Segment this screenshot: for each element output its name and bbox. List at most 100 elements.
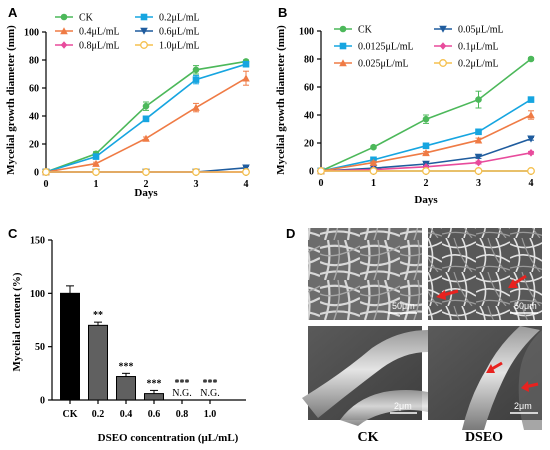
data-point [527,96,535,103]
data-point [475,158,482,167]
x-tick-label: 0.8 [176,409,189,420]
y-tick-label: 150 [30,236,45,247]
y-tick-label: 20 [304,139,314,150]
data-point [92,168,100,176]
significance-marker: *** [119,361,134,372]
y-tick-label: 40 [29,112,39,123]
series-line-0-4-l-ml [45,77,247,173]
scale-bar-label: 50μm [514,301,537,311]
data-point [42,168,50,176]
legend-marker [140,27,148,35]
bar-0-6 [144,393,164,401]
series-ck [317,55,535,175]
legend-marker [60,27,68,35]
panel-b-x-axis-title: Days [414,194,438,206]
data-point [422,142,430,150]
data-point [475,128,482,136]
value-note: N.G. [172,388,191,399]
x-tick-label: 0 [44,179,49,190]
data-point [192,66,200,74]
data-point [474,136,483,144]
panel-a-line-chart: A Mycelial growth diameter (mm) Days 020… [5,5,250,199]
data-point [242,74,250,82]
legend-label: 0.0125μL/mL [358,42,414,53]
legend-entry-0-6-l-ml: 0.6μL/mL [135,27,200,38]
sem-image-ck-low-mag: 50μm [308,228,422,320]
sem-label-ck: CK [358,430,379,445]
data-point [527,55,535,63]
legend-entry-ck: CK [55,13,94,24]
x-tick-label: 0 [319,178,324,189]
legend-label: 0.6μL/mL [159,27,200,38]
panel-c-y-axis-title: Mycelial content (%) [11,272,23,371]
legend-a: CK 0.2μL/mL 0.4μL/mL 0.6μL/mL 0.8μL/mL 1.0μL/… [55,13,200,52]
data-point [92,159,100,167]
series-line-0-0125-l-ml [320,98,532,172]
x-tick-label: 2 [144,179,149,190]
significance-marker: *** [147,378,162,389]
sem-image-dseo-high-mag: 2μm [428,326,542,430]
y-tick-label: 0 [309,167,314,178]
legend-label: 1.0μL/mL [159,41,200,52]
data-point [527,167,535,175]
x-tick-label: 0.2 [92,409,105,420]
scale-bar-label: 2μm [514,401,532,411]
series-0-2-l-ml [317,167,535,175]
legend-entry-0-0125-l-ml: 0.0125μL/mL [334,42,414,53]
legend-marker [439,59,447,67]
x-tick-label: 4 [529,178,534,189]
significance-marker: *** [203,378,218,389]
legend-marker [439,25,447,33]
legend-entry-0-025-l-ml: 0.025μL/mL [334,59,409,70]
legend-label: CK [79,13,94,24]
panel-b-y-axis-title: Mycelial growth diameter (mm) [275,25,287,175]
data-point [422,167,430,175]
legend-label: 0.2μL/mL [159,13,200,24]
data-point [369,167,378,175]
bar-0-2 [88,324,108,401]
significance-marker: ** [93,310,103,321]
x-tick-label: 2 [424,178,429,189]
data-point [242,168,250,176]
legend-marker [339,59,347,67]
data-point [142,102,150,110]
panel-d-letter: D [286,226,295,241]
data-point [142,115,150,123]
panel-b-letter: B [278,5,287,20]
legend-entry-0-2-l-ml: 0.2μL/mL [135,13,200,24]
data-point [527,111,535,119]
legend-entry-0-2-l-ml: 0.2μL/mL [434,59,499,70]
data-point [142,134,150,142]
x-tick-label: 0.6 [148,409,161,420]
data-point [92,153,100,160]
legend-entry-0-4-l-ml: 0.4μL/mL [55,27,120,38]
y-tick-label: 80 [29,56,39,67]
value-note: N.G. [200,388,219,399]
legend-label: 0.8μL/mL [79,41,120,52]
panel-a-letter: A [8,5,18,20]
y-tick-label: 100 [24,28,39,39]
data-point [527,149,535,157]
series-0-4-l-ml [42,70,250,176]
legend-marker [339,25,347,33]
legend-label: 0.4μL/mL [79,27,120,38]
legend-entry-ck: CK [334,25,373,36]
data-point [474,153,483,161]
scale-bar-label: 2μm [394,401,412,411]
data-point [422,115,430,123]
legend-label: CK [358,25,373,36]
legend-marker [140,41,148,49]
scale-bar-label: 50μm [392,301,415,311]
panel-c-letter: C [8,226,18,241]
x-tick-label: 0.4 [120,409,133,420]
panel-c-bar-chart: C Mycelial content (%) DSEO concentratio… [8,226,246,444]
legend-label: 0.1μL/mL [458,42,499,53]
significance-marker: *** [175,378,190,389]
data-point [527,135,535,143]
legend-marker [140,13,148,21]
panel-a-y-axis-title: Mycelial growth diameter (mm) [5,25,17,175]
x-tick-label: 1 [371,178,376,189]
y-tick-label: 40 [304,111,314,122]
y-tick-label: 100 [299,27,314,38]
legend-entry-1-0-l-ml: 1.0μL/mL [135,41,200,52]
